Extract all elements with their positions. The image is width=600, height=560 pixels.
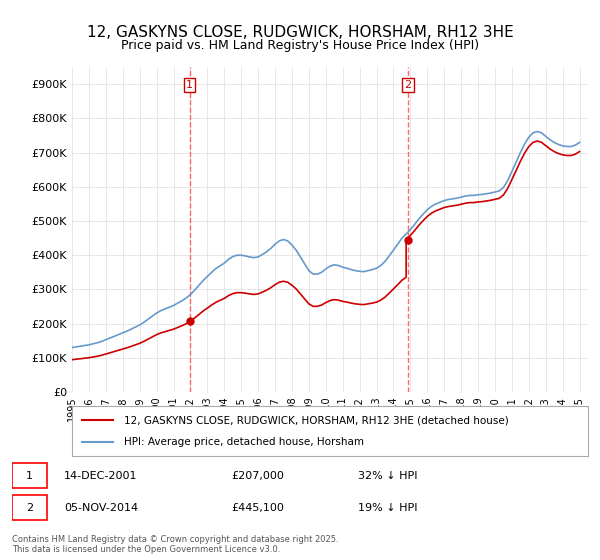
Text: 1: 1: [186, 80, 193, 90]
Text: 1: 1: [26, 471, 33, 481]
Text: Contains HM Land Registry data © Crown copyright and database right 2025.
This d: Contains HM Land Registry data © Crown c…: [12, 535, 338, 554]
Text: 2: 2: [26, 503, 33, 514]
Text: Price paid vs. HM Land Registry's House Price Index (HPI): Price paid vs. HM Land Registry's House …: [121, 39, 479, 52]
Text: HPI: Average price, detached house, Horsham: HPI: Average price, detached house, Hors…: [124, 437, 364, 447]
FancyBboxPatch shape: [12, 463, 47, 488]
Text: £445,100: £445,100: [231, 503, 284, 514]
Text: 12, GASKYNS CLOSE, RUDGWICK, HORSHAM, RH12 3HE (detached house): 12, GASKYNS CLOSE, RUDGWICK, HORSHAM, RH…: [124, 415, 508, 425]
FancyBboxPatch shape: [12, 496, 47, 520]
Text: 14-DEC-2001: 14-DEC-2001: [64, 471, 137, 481]
Text: 05-NOV-2014: 05-NOV-2014: [64, 503, 138, 514]
Text: 12, GASKYNS CLOSE, RUDGWICK, HORSHAM, RH12 3HE: 12, GASKYNS CLOSE, RUDGWICK, HORSHAM, RH…: [86, 25, 514, 40]
Text: £207,000: £207,000: [231, 471, 284, 481]
Text: 19% ↓ HPI: 19% ↓ HPI: [358, 503, 417, 514]
Text: 2: 2: [404, 80, 412, 90]
Text: 32% ↓ HPI: 32% ↓ HPI: [358, 471, 417, 481]
